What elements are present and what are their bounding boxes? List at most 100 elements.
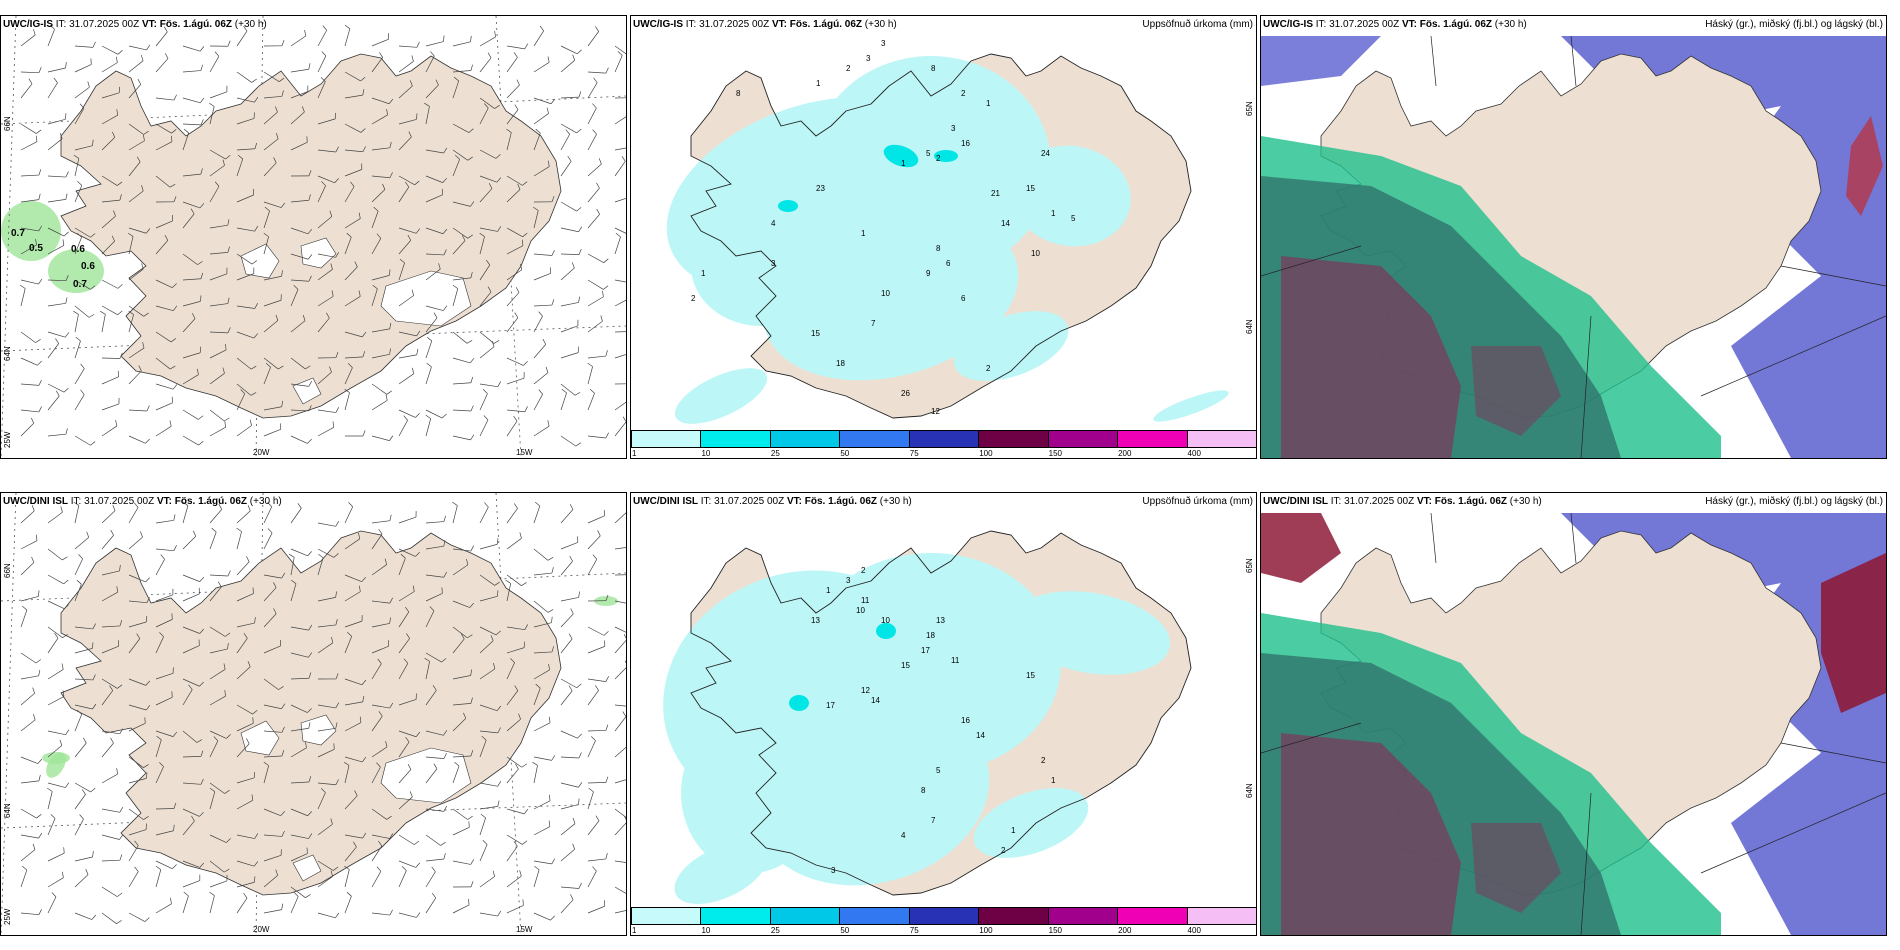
- colorbar-swatch: [1186, 907, 1256, 925]
- precip-value-label: 1: [816, 79, 821, 88]
- precip-value-label: 3: [866, 54, 871, 63]
- cloud-shading: [1261, 493, 1886, 935]
- colorbar-swatch: [631, 907, 702, 925]
- precip-value-label: 10: [1031, 249, 1040, 258]
- precip-value-label: 6: [961, 294, 966, 303]
- precip-value-label: 2: [936, 154, 941, 163]
- colorbar-tick-label: 10: [701, 926, 711, 935]
- lat-label: 65N: [1245, 558, 1254, 573]
- lon-label: 25W: [3, 908, 12, 925]
- precip-value-label: 9: [926, 269, 931, 278]
- iceland-land: [60, 530, 562, 896]
- precip-value-label: 23: [816, 184, 825, 193]
- colorbar-tick-label: 1: [632, 449, 637, 458]
- precip-value-label: 2: [1001, 846, 1006, 855]
- panel-header: UWC/IG-IS IT: 31.07.2025 00Z VT: Fös. 1.…: [633, 19, 897, 30]
- colorbar-swatch: [978, 907, 1049, 925]
- precip-value-label: 13: [811, 616, 820, 625]
- precip-value-label: 7: [931, 816, 936, 825]
- precip-map: 3211011131013181715121417111516145874321…: [663, 530, 1192, 915]
- colorbar-swatch: [839, 907, 910, 925]
- precip-value-label: 13: [936, 616, 945, 625]
- colorbar-swatch: [631, 430, 702, 448]
- precip-value-label: 26: [901, 389, 910, 398]
- precip-shading: [666, 56, 1229, 424]
- panel-header: UWC/IG-IS IT: 31.07.2025 00Z VT: Fös. 1.…: [3, 19, 267, 30]
- colorbar-tick-label: 150: [1048, 449, 1063, 458]
- colorbar-tick-label: 100: [979, 449, 993, 458]
- precip-value-label: 1: [1051, 209, 1056, 218]
- precip-value-label: 5: [926, 149, 931, 158]
- lat-label: 64N: [3, 346, 12, 361]
- map-panel-ig-wind: UWC/IG-IS IT: 31.07.2025 00Z VT: Fös. 1.…: [0, 15, 627, 459]
- colorbar-tick-label: 1: [632, 926, 637, 935]
- precip-value-label: 1: [701, 269, 706, 278]
- precip-value-label: 15: [811, 329, 820, 338]
- colorbar-swatch: [1186, 430, 1256, 448]
- precip-value-label: 3: [846, 576, 851, 585]
- colorbar-tick-label: 400: [1187, 449, 1201, 458]
- map-panel-ig-precip: UWC/IG-IS IT: 31.07.2025 00Z VT: Fös. 1.…: [630, 15, 1257, 459]
- precip-colorbar: 1 10 25 50 75 100 150 200 400: [631, 430, 1256, 458]
- precip-value-label: 5: [1071, 214, 1076, 223]
- panel-header: UWC/DINI ISL IT: 31.07.2025 00Z VT: Fös.…: [1263, 496, 1542, 507]
- precip-value-label: 1: [986, 99, 991, 108]
- precip-value-label: 7: [871, 319, 876, 328]
- precip-value-label: 12: [861, 686, 870, 695]
- precip-value-label: 11: [861, 596, 870, 605]
- lat-label: 66N: [3, 563, 12, 578]
- precip-value-label: 12: [931, 407, 940, 416]
- precip-value-label: 4: [901, 831, 906, 840]
- panel-title: Uppsöfnuð úrkoma (mm): [1142, 19, 1253, 30]
- map-panel-ig-cloud: UWC/IG-IS IT: 31.07.2025 00Z VT: Fös. 1.…: [1260, 15, 1887, 459]
- wind-value-label: 0.6: [81, 261, 95, 272]
- precip-value-label: 18: [836, 359, 845, 368]
- precip-value-label: 1: [1011, 826, 1016, 835]
- map-panel-dini-cloud: UWC/DINI ISL IT: 31.07.2025 00Z VT: Fös.…: [1260, 492, 1887, 936]
- colorbar-tick-label: 25: [770, 449, 780, 458]
- wind-value-label: 0.7: [11, 228, 25, 239]
- colorbar-swatch: [769, 430, 841, 448]
- map-panel-dini-wind: UWC/DINI ISL IT: 31.07.2025 00Z VT: Fös.…: [0, 492, 627, 936]
- wind-value-label: 0.7: [73, 279, 87, 290]
- colorbar-tick-label: 50: [840, 926, 850, 935]
- colorbar-swatch: [769, 907, 841, 925]
- precip-value-label: 4: [771, 219, 776, 228]
- precip-value-label: 2: [1041, 756, 1046, 765]
- precip-value-label: 17: [921, 646, 930, 655]
- precip-value-label: 15: [1026, 671, 1035, 680]
- colorbar-tick-label: 400: [1187, 926, 1201, 935]
- precip-value-label: 17: [826, 701, 835, 710]
- precip-value-label: 21: [991, 189, 1000, 198]
- cloud-shading: [1261, 16, 1886, 458]
- precip-value-label: 11: [951, 656, 960, 665]
- panel-title: Háský (gr.), miðský (fj.bl.) og lágský (…: [1705, 19, 1883, 30]
- precip-values: 3211011131013181715121417111516145874321…: [751, 566, 1056, 915]
- coastline: [690, 53, 1192, 419]
- colorbar-tick-label: 50: [840, 449, 850, 458]
- precip-value-label: 15: [901, 661, 910, 670]
- panel-title: Uppsöfnuð úrkoma (mm): [1142, 496, 1253, 507]
- colorbar-swatch: [1117, 907, 1188, 925]
- colorbar-tick-label: 200: [1118, 926, 1132, 935]
- panel-title: Háský (gr.), miðský (fj.bl.) og lágský (…: [1705, 496, 1883, 507]
- colorbar-swatch: [1117, 430, 1188, 448]
- precip-value-label: 8: [936, 244, 941, 253]
- precip-value-label: 10: [881, 616, 890, 625]
- colorbar-tick-label: 25: [770, 926, 780, 935]
- colorbar-swatch: [1047, 907, 1119, 925]
- precip-values: 3321882112531623241521146981076261241518…: [691, 39, 1076, 416]
- wind-value-label: 0.6: [71, 244, 85, 255]
- precip-value-label: 8: [921, 786, 926, 795]
- colorbar-tick-label: 150: [1048, 926, 1063, 935]
- precip-value-label: 1: [901, 159, 906, 168]
- colorbar-tick-label: 100: [979, 926, 993, 935]
- precip-value-label: 10: [881, 289, 890, 298]
- wind-map: [1, 16, 626, 458]
- wind-map: [1, 493, 626, 935]
- lat-label: 64N: [1245, 319, 1254, 334]
- lat-label: 65N: [1245, 101, 1254, 116]
- lat-label: 66N: [3, 116, 12, 131]
- colorbar-swatch: [1047, 430, 1119, 448]
- lat-label: 64N: [3, 803, 12, 818]
